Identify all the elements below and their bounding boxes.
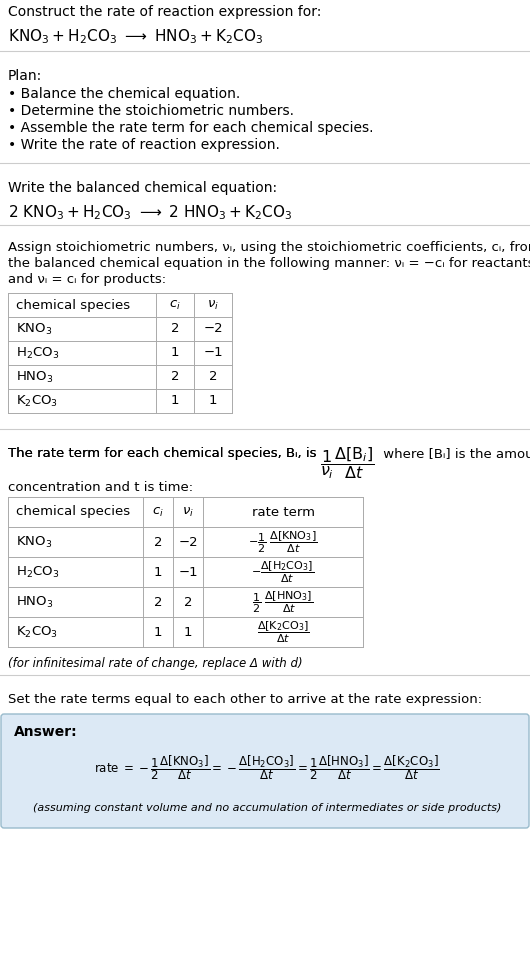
Text: (for infinitesimal rate of change, replace Δ with d): (for infinitesimal rate of change, repla… <box>8 657 303 670</box>
Text: $\dfrac{1}{\nu_i}\dfrac{\Delta[\mathrm{B}_i]}{\Delta t}$: $\dfrac{1}{\nu_i}\dfrac{\Delta[\mathrm{B… <box>321 445 375 481</box>
Text: $\mathrm{KNO_3}$: $\mathrm{KNO_3}$ <box>16 534 52 550</box>
Text: $-\dfrac{1}{2}\ \dfrac{\Delta[\mathrm{KNO_3}]}{\Delta t}$: $-\dfrac{1}{2}\ \dfrac{\Delta[\mathrm{KN… <box>248 529 317 555</box>
Text: $\mathrm{H_2CO_3}$: $\mathrm{H_2CO_3}$ <box>16 346 59 361</box>
Text: 2: 2 <box>209 370 217 383</box>
Text: 1: 1 <box>184 625 192 639</box>
Text: 2: 2 <box>171 370 179 383</box>
Text: $\nu_i$: $\nu_i$ <box>182 506 194 518</box>
Text: −2: −2 <box>178 535 198 549</box>
FancyBboxPatch shape <box>1 714 529 828</box>
Text: Construct the rate of reaction expression for:: Construct the rate of reaction expressio… <box>8 5 321 19</box>
Text: 2: 2 <box>184 596 192 609</box>
Text: −1: −1 <box>203 347 223 360</box>
Text: $\mathrm{KNO_3} + \mathrm{H_2CO_3}\ \longrightarrow\ \mathrm{HNO_3} + \mathrm{K_: $\mathrm{KNO_3} + \mathrm{H_2CO_3}\ \lon… <box>8 27 263 46</box>
Text: and νᵢ = cᵢ for products:: and νᵢ = cᵢ for products: <box>8 273 166 286</box>
Text: • Assemble the rate term for each chemical species.: • Assemble the rate term for each chemic… <box>8 121 374 135</box>
Text: rate $= -\dfrac{1}{2}\dfrac{\Delta[\mathrm{KNO_3}]}{\Delta t}= -\dfrac{\Delta[\m: rate $= -\dfrac{1}{2}\dfrac{\Delta[\math… <box>94 753 440 782</box>
Text: rate term: rate term <box>252 506 314 518</box>
Text: $c_i$: $c_i$ <box>169 299 181 312</box>
Text: chemical species: chemical species <box>16 506 130 518</box>
Text: 2: 2 <box>154 535 162 549</box>
Text: where [Bᵢ] is the amount: where [Bᵢ] is the amount <box>379 447 530 460</box>
Text: concentration and t is time:: concentration and t is time: <box>8 481 193 494</box>
Text: $2\ \mathrm{KNO_3} + \mathrm{H_2CO_3}\ \longrightarrow\ 2\ \mathrm{HNO_3} + \mat: $2\ \mathrm{KNO_3} + \mathrm{H_2CO_3}\ \… <box>8 203 293 221</box>
Text: $\dfrac{1}{2}\ \dfrac{\Delta[\mathrm{HNO_3}]}{\Delta t}$: $\dfrac{1}{2}\ \dfrac{\Delta[\mathrm{HNO… <box>252 589 314 614</box>
Text: $\mathrm{K_2CO_3}$: $\mathrm{K_2CO_3}$ <box>16 393 58 409</box>
Text: 1: 1 <box>171 395 179 408</box>
Text: Answer:: Answer: <box>14 725 77 739</box>
Text: $\mathrm{HNO_3}$: $\mathrm{HNO_3}$ <box>16 595 54 610</box>
Text: $\mathrm{KNO_3}$: $\mathrm{KNO_3}$ <box>16 321 52 336</box>
Text: Plan:: Plan: <box>8 69 42 83</box>
Text: −1: −1 <box>178 565 198 578</box>
Text: 1: 1 <box>209 395 217 408</box>
Text: $\nu_i$: $\nu_i$ <box>207 299 219 312</box>
Text: $\dfrac{\Delta[\mathrm{K_2CO_3}]}{\Delta t}$: $\dfrac{\Delta[\mathrm{K_2CO_3}]}{\Delta… <box>257 619 310 645</box>
Text: $c_i$: $c_i$ <box>152 506 164 518</box>
Text: 1: 1 <box>154 565 162 578</box>
Text: The rate term for each chemical species, Bᵢ, is: The rate term for each chemical species,… <box>8 447 316 460</box>
Text: $-\dfrac{\Delta[\mathrm{H_2CO_3}]}{\Delta t}$: $-\dfrac{\Delta[\mathrm{H_2CO_3}]}{\Delt… <box>251 560 315 585</box>
Text: (assuming constant volume and no accumulation of intermediates or side products): (assuming constant volume and no accumul… <box>33 803 501 813</box>
Text: chemical species: chemical species <box>16 299 130 312</box>
Text: −2: −2 <box>203 322 223 335</box>
Text: 1: 1 <box>171 347 179 360</box>
Text: The rate term for each chemical species, Bᵢ, is: The rate term for each chemical species,… <box>8 447 316 460</box>
Text: 2: 2 <box>171 322 179 335</box>
Text: Assign stoichiometric numbers, νᵢ, using the stoichiometric coefficients, cᵢ, fr: Assign stoichiometric numbers, νᵢ, using… <box>8 241 530 254</box>
Text: 1: 1 <box>154 625 162 639</box>
Text: • Determine the stoichiometric numbers.: • Determine the stoichiometric numbers. <box>8 104 294 118</box>
Text: • Balance the chemical equation.: • Balance the chemical equation. <box>8 87 240 101</box>
Text: $\mathrm{H_2CO_3}$: $\mathrm{H_2CO_3}$ <box>16 564 59 579</box>
Text: • Write the rate of reaction expression.: • Write the rate of reaction expression. <box>8 138 280 152</box>
Text: $\mathrm{K_2CO_3}$: $\mathrm{K_2CO_3}$ <box>16 624 58 640</box>
Text: Set the rate terms equal to each other to arrive at the rate expression:: Set the rate terms equal to each other t… <box>8 693 482 706</box>
Text: the balanced chemical equation in the following manner: νᵢ = −cᵢ for reactants: the balanced chemical equation in the fo… <box>8 257 530 270</box>
Text: $\mathrm{HNO_3}$: $\mathrm{HNO_3}$ <box>16 369 54 384</box>
Text: 2: 2 <box>154 596 162 609</box>
Text: Write the balanced chemical equation:: Write the balanced chemical equation: <box>8 181 277 195</box>
